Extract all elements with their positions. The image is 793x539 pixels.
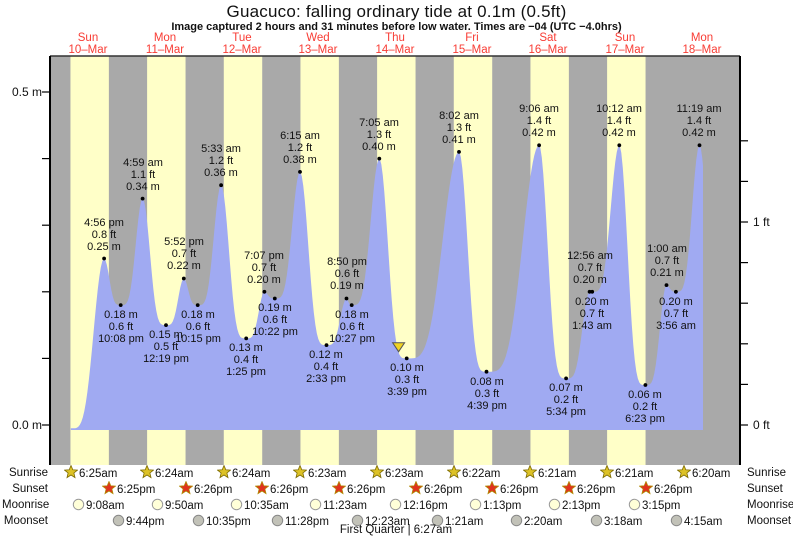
tide-extreme-dot [164,323,168,327]
tide-extreme-dot [219,183,224,188]
moon-phase-note: First Quarter | 6:27am [339,524,453,536]
tide-extreme-dot [617,143,622,148]
tide-extreme-dot [457,150,461,154]
tide-extreme-dot [272,296,277,301]
tide-extreme-dot [377,156,382,161]
tide-extreme-dot [349,303,354,307]
page-title: Guacuco: falling ordinary tide at 0.1m (… [226,2,567,21]
tide-extreme-dot [181,276,186,281]
tide-extreme-dot [244,336,249,341]
tide-extreme-dot [590,289,595,294]
y-axis-label-1ft: 1 ft [753,215,770,229]
tide-area [70,145,704,431]
tide-extreme-dot [102,256,106,261]
sunrise-row-label-right: Sunrise [747,467,786,479]
sunset-row-label-right: Sunset [747,483,783,495]
y-axis-label-05m: 0.5 m [11,85,42,99]
tide-extreme-dot [118,303,123,307]
tide-extreme-dot [643,383,648,387]
tide-extreme-dot [140,196,145,201]
moonset-row-label-right: Moonset [747,515,792,527]
tide-extreme-dot [564,376,568,381]
tide-extreme-dot [195,303,200,307]
capture-marker-icon [391,342,406,353]
moonset-row-label-left: Moonset [3,515,48,527]
moonrise-row-label-left: Moonrise [2,499,50,511]
chart-subtitle: Image captured 2 hours and 31 minutes be… [171,21,622,33]
tide-extreme-dot [587,289,592,294]
tide-extreme-dot [674,289,678,294]
tide-extreme-dot [324,343,329,347]
tide-extreme-dot [697,143,702,148]
y-axis-label-00m: 0.0 m [11,418,42,432]
tide-extreme-dot [404,356,409,361]
sunset-row-label-left: Sunset [12,483,48,495]
tide-extreme-dot [484,369,489,374]
tide-extreme-dot [262,289,267,294]
y-axis-label-0ft: 0 ft [753,418,770,432]
sunrise-row-label-left: Sunrise [9,467,48,479]
tide-extreme-dot [344,296,349,301]
tide-extreme-dot [298,170,302,174]
tide-extreme-dot [664,283,669,287]
moonrise-row-label-right: Moonrise [747,499,793,511]
tide-extreme-dot [537,143,541,148]
